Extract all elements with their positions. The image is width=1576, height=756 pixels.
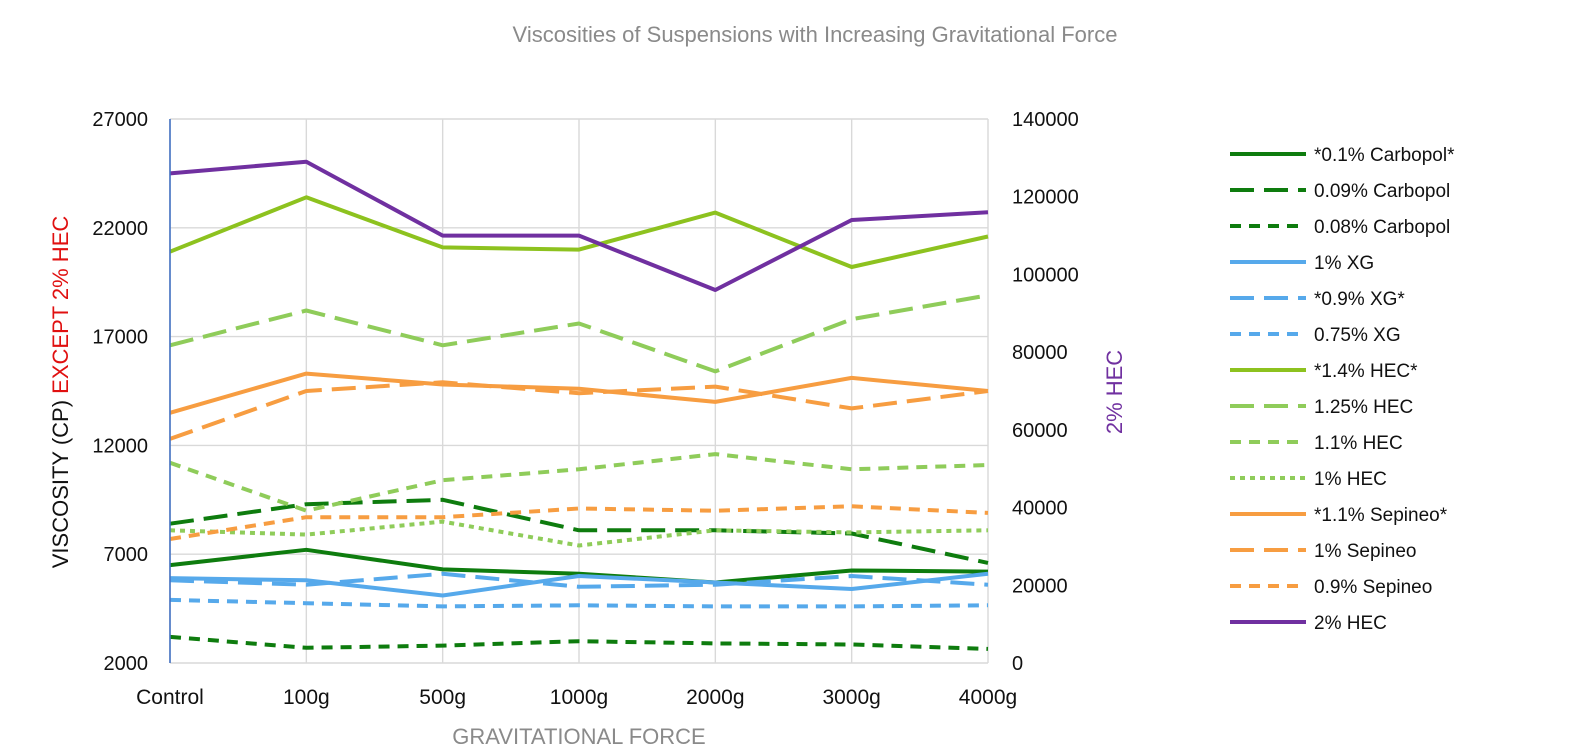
x-tick-label: 2000g <box>686 686 744 709</box>
legend-label: 1% Sepineo <box>1314 541 1416 562</box>
legend-label: 1% XG <box>1314 253 1374 274</box>
y2-tick-label: 140000 <box>1012 109 1079 131</box>
series-line <box>169 452 989 513</box>
y-axis-label-part: VISCOSITY (CP) <box>48 394 73 568</box>
plot-series <box>169 159 989 651</box>
left-axis-ticks: 2000 7000 12000 17000 22000 27000 <box>92 109 148 675</box>
x-axis-label: GRAVITATIONAL FORCE <box>452 724 705 749</box>
y-tick-label: 12000 <box>92 435 148 457</box>
legend-label: 0.75% XG <box>1314 325 1401 346</box>
x-tick-label: Control <box>136 686 204 709</box>
y-tick-label: 27000 <box>92 109 148 131</box>
legend-label: *1.1% Sepineo* <box>1314 505 1448 526</box>
series-line <box>169 519 989 548</box>
y-tick-label: 17000 <box>92 327 148 349</box>
x-axis-ticks: Control 100g 500g 1000g 2000g 3000g 4000g <box>136 686 1017 709</box>
y-axis-label: VISCOSITY (CP) EXCEPT 2% HEC <box>48 216 73 569</box>
series-line <box>169 380 989 441</box>
legend-label: 1.25% HEC <box>1314 397 1413 418</box>
x-tick-label: 100g <box>283 686 330 709</box>
series-line <box>169 597 989 609</box>
legend-label: 0.09% Carbopol <box>1314 181 1450 202</box>
series-line <box>169 547 989 585</box>
series-line <box>169 159 989 292</box>
x-tick-label: 4000g <box>959 686 1017 709</box>
legend-label: 1.1% HEC <box>1314 433 1403 454</box>
series-line <box>169 371 989 415</box>
legend-label: 2% HEC <box>1314 613 1387 634</box>
y2-tick-label: 80000 <box>1012 342 1068 364</box>
legend-label: *0.1% Carbopol* <box>1314 145 1455 166</box>
series-line <box>169 634 989 651</box>
y2-tick-label: 0 <box>1012 653 1023 675</box>
x-tick-label: 1000g <box>550 686 608 709</box>
y-tick-label: 2000 <box>104 653 149 675</box>
y2-tick-label: 100000 <box>1012 264 1079 286</box>
right-axis-ticks: 0 20000 40000 60000 80000 100000 120000 140000 <box>1012 109 1079 675</box>
series-line <box>169 293 989 374</box>
series-line <box>169 504 989 541</box>
y2-axis-label: 2% HEC <box>1102 350 1127 434</box>
legend: *0.1% Carbopol* 0.09% Carbopol 0.08% Carbo… <box>1230 145 1455 634</box>
legend-label: *1.4% HEC* <box>1314 361 1418 382</box>
legend-label: 0.9% Sepineo <box>1314 577 1432 598</box>
series-line <box>169 571 989 589</box>
legend-label: 0.08% Carbopol <box>1314 217 1450 238</box>
series-line <box>169 195 989 269</box>
legend-label: 1% HEC <box>1314 469 1387 490</box>
y-tick-label: 22000 <box>92 218 148 240</box>
legend-label: *0.9% XG* <box>1314 289 1405 310</box>
y2-tick-label: 60000 <box>1012 420 1068 442</box>
chart-title: Viscosities of Suspensions with Increasi… <box>513 22 1118 47</box>
x-tick-label: 3000g <box>822 686 880 709</box>
series-line <box>169 571 989 598</box>
x-tick-label: 500g <box>419 686 466 709</box>
y2-tick-label: 120000 <box>1012 187 1079 209</box>
y-tick-label: 7000 <box>104 544 149 566</box>
y2-tick-label: 40000 <box>1012 498 1068 520</box>
y2-tick-label: 20000 <box>1012 575 1068 597</box>
series-line <box>169 497 989 565</box>
y-axis-label-part: EXCEPT 2% HEC <box>48 216 73 394</box>
